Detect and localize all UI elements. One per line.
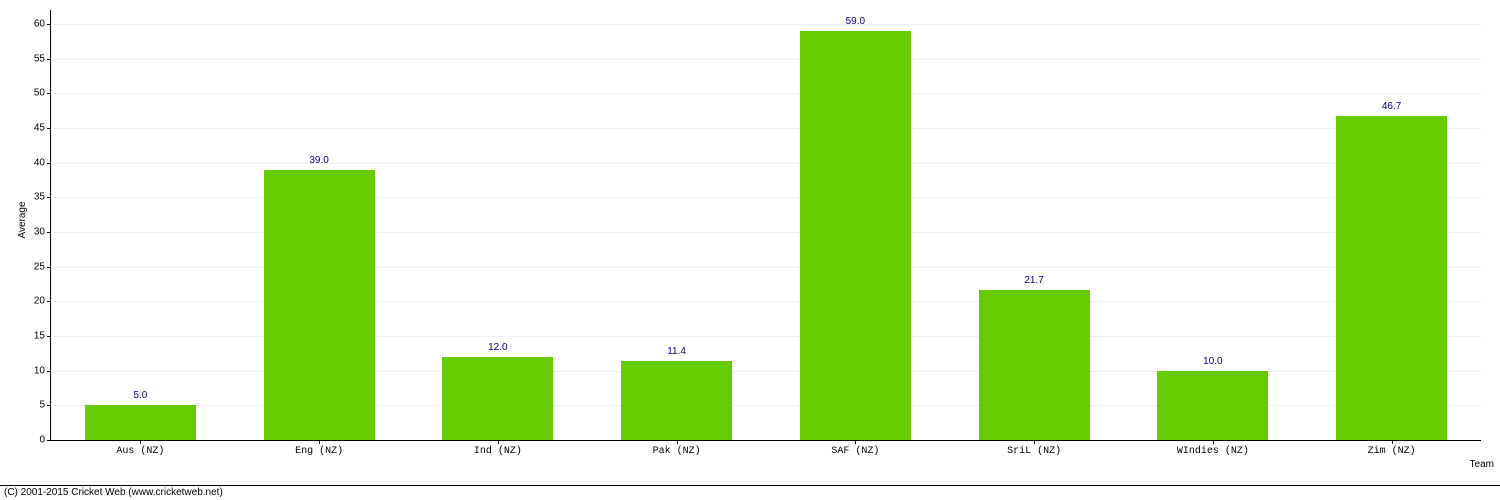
bar-value-label: 59.0 xyxy=(846,16,865,27)
y-tick-label: 25 xyxy=(34,261,51,272)
copyright-text: (C) 2001-2015 Cricket Web (www.cricketwe… xyxy=(0,485,1500,500)
y-tick-label: 45 xyxy=(34,122,51,133)
bar-value-label: 10.0 xyxy=(1203,356,1222,367)
x-tick-mark xyxy=(677,440,678,444)
gridline xyxy=(51,24,1481,25)
bar-chart: Average Team 0510152025303540455055605.0… xyxy=(0,0,1500,500)
bar: 10.0 xyxy=(1157,371,1268,440)
bar: 5.0 xyxy=(85,405,196,440)
y-tick-label: 15 xyxy=(34,330,51,341)
gridline xyxy=(51,59,1481,60)
gridline xyxy=(51,93,1481,94)
x-tick-mark xyxy=(140,440,141,444)
bar-value-label: 12.0 xyxy=(488,342,507,353)
bar: 21.7 xyxy=(979,290,1090,441)
y-tick-label: 20 xyxy=(34,296,51,307)
bar: 12.0 xyxy=(442,357,553,440)
bar-value-label: 21.7 xyxy=(1024,275,1043,286)
y-tick-label: 55 xyxy=(34,53,51,64)
plot-area: 0510152025303540455055605.0Aus (NZ)39.0E… xyxy=(50,10,1481,441)
bar-value-label: 11.4 xyxy=(667,346,686,357)
x-tick-mark xyxy=(319,440,320,444)
y-tick-label: 60 xyxy=(34,18,51,29)
bar-value-label: 39.0 xyxy=(309,155,328,166)
x-tick-mark xyxy=(498,440,499,444)
x-tick-label: SAF (NZ) xyxy=(831,446,879,457)
y-tick-label: 10 xyxy=(34,365,51,376)
bar: 39.0 xyxy=(264,170,375,440)
gridline xyxy=(51,128,1481,129)
x-tick-label: Aus (NZ) xyxy=(116,446,164,457)
x-tick-label: WIndies (NZ) xyxy=(1177,446,1249,457)
gridline xyxy=(51,163,1481,164)
y-tick-label: 40 xyxy=(34,157,51,168)
bar: 59.0 xyxy=(800,31,911,440)
bar: 11.4 xyxy=(621,361,732,440)
x-tick-mark xyxy=(1213,440,1214,444)
x-axis-label: Team xyxy=(1470,459,1494,470)
x-tick-mark xyxy=(855,440,856,444)
x-tick-label: Ind (NZ) xyxy=(474,446,522,457)
y-tick-label: 0 xyxy=(39,435,51,446)
x-tick-mark xyxy=(1034,440,1035,444)
x-tick-mark xyxy=(1392,440,1393,444)
y-tick-label: 35 xyxy=(34,192,51,203)
x-tick-label: Zim (NZ) xyxy=(1368,446,1416,457)
x-tick-label: Pak (NZ) xyxy=(653,446,701,457)
x-tick-label: Eng (NZ) xyxy=(295,446,343,457)
bar-value-label: 46.7 xyxy=(1382,101,1401,112)
y-tick-label: 5 xyxy=(39,400,51,411)
bar: 46.7 xyxy=(1336,116,1447,440)
x-tick-label: SriL (NZ) xyxy=(1007,446,1061,457)
y-tick-label: 30 xyxy=(34,226,51,237)
y-tick-label: 50 xyxy=(34,88,51,99)
y-axis-label: Average xyxy=(17,201,28,238)
bar-value-label: 5.0 xyxy=(133,390,147,401)
